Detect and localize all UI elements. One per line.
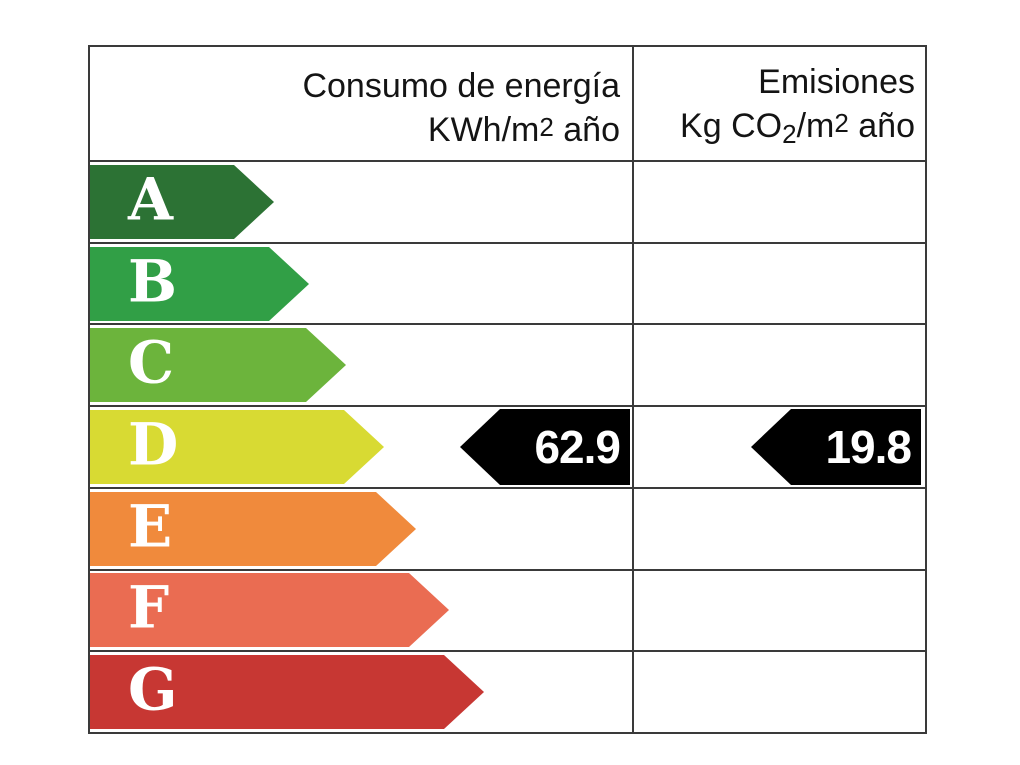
consumo-header-line1: Consumo de energía [302, 67, 620, 105]
grade-letter-g: G [128, 655, 178, 724]
emisiones-cell-a [634, 162, 925, 242]
grade-row-a: A [90, 162, 925, 244]
consumo-cell-d: D 62.9 [90, 407, 634, 487]
emissions-indicator-value: 19.8 [825, 421, 912, 474]
consumo-unit-main: KWh/m [427, 111, 540, 149]
consumption-indicator-arrow-icon [460, 409, 630, 486]
consumo-header-line2: KWh/m2 año [428, 107, 620, 151]
emisiones-cell-e [634, 489, 925, 569]
grade-letter-b: B [128, 247, 178, 316]
grade-row-d: D 62.9 19.8 [90, 407, 925, 489]
grade-arrow-b [90, 246, 309, 321]
grade-arrow-c [90, 328, 346, 403]
consumption-indicator: 62.9 [460, 409, 630, 486]
emisiones-unit-b: /m [796, 107, 835, 145]
column-header-emisiones: Emisiones Kg CO2/m2 año [634, 47, 925, 160]
grade-letter-f: F [128, 574, 170, 643]
emisiones-unit-sub: 2 [782, 119, 797, 149]
emisiones-cell-d: 19.8 [634, 407, 925, 487]
emisiones-unit-sup: 2 [834, 108, 849, 138]
grade-letter-e: E [128, 492, 173, 561]
grade-row-e: E [90, 488, 925, 571]
grade-row-g: G [90, 652, 925, 733]
consumo-cell-c: C [90, 325, 634, 406]
grade-letter-d: D [128, 410, 179, 479]
grade-row-c: C [90, 325, 925, 408]
grade-arrow-f [90, 573, 449, 648]
emisiones-cell-b [634, 244, 925, 324]
consumo-cell-e: E [90, 488, 634, 569]
emisiones-header-line2: Kg CO2/m2 año [680, 103, 915, 155]
emisiones-unit-tail: año [848, 107, 915, 145]
grade-row-b: B [90, 243, 925, 326]
emisiones-header-line1: Emisiones [758, 63, 915, 101]
consumo-cell-b: B [90, 243, 634, 324]
emissions-indicator: 19.8 [751, 409, 921, 486]
consumo-unit-sup: 2 [539, 112, 554, 142]
rating-table: Consumo de energía KWh/m2 año Emisiones … [88, 45, 927, 734]
grade-arrow-e [90, 491, 416, 566]
emisiones-cell-c [634, 325, 925, 405]
consumo-cell-f: F [90, 570, 634, 651]
grade-arrow-g [90, 655, 484, 730]
emisiones-cell-g [634, 652, 925, 732]
grade-arrow-d [90, 410, 384, 485]
column-header-consumo: Consumo de energía KWh/m2 año [90, 47, 634, 160]
grade-rows: A B C D 62.9 19.8 E F G [90, 162, 925, 733]
table-header-row: Consumo de energía KWh/m2 año Emisiones … [90, 47, 925, 162]
consumo-cell-a: A [90, 162, 634, 242]
emisiones-cell-f [634, 571, 925, 651]
grade-letter-c: C [128, 328, 175, 397]
grade-arrow-a [90, 164, 274, 239]
emissions-indicator-arrow-icon [751, 409, 921, 486]
consumption-indicator-value: 62.9 [534, 421, 621, 474]
consumo-cell-g: G [90, 652, 634, 733]
emisiones-unit-a: Kg CO [680, 107, 783, 145]
grade-letter-a: A [128, 165, 174, 234]
consumo-unit-tail: año [553, 111, 620, 149]
grade-row-f: F [90, 570, 925, 653]
